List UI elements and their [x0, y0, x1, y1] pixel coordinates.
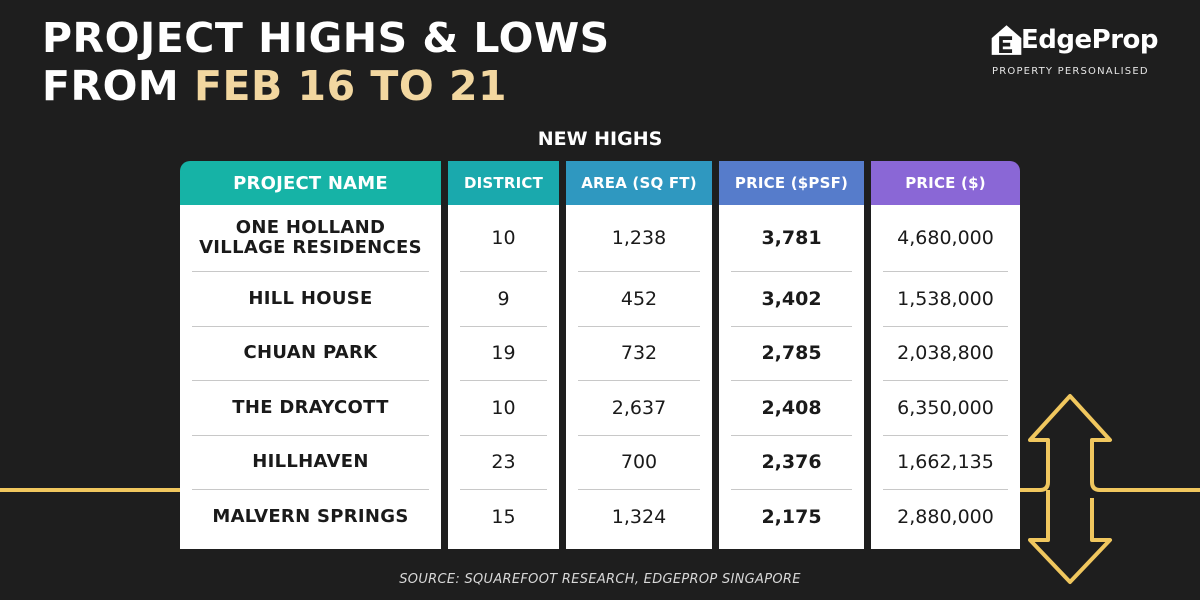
header-price-psf: PRICE ($PSF) — [719, 161, 864, 205]
up-down-arrow-icon — [1028, 490, 1112, 584]
column-price-psf: PRICE ($PSF) 3,781 3,402 2,785 2,408 2,3… — [719, 161, 864, 549]
source-note: SOURCE: SQUAREFOOT RESEARCH, EDGEPROP SI… — [399, 572, 801, 587]
project-name-cell: HILLHAVEN — [192, 436, 429, 490]
area-cell: 452 — [578, 272, 700, 327]
price-psf-cell: 3,402 — [731, 272, 852, 327]
price-cell: 6,350,000 — [883, 381, 1008, 436]
column-project-name: PROJECT NAME ONE HOLLAND VILLAGE RESIDENC… — [180, 161, 441, 549]
price-psf-cell: 2,376 — [731, 436, 852, 490]
price-psf-cell: 2,408 — [731, 381, 852, 436]
area-cell: 2,637 — [578, 381, 700, 436]
gold-line-right — [1020, 394, 1200, 492]
section-heading: NEW HIGHS — [537, 128, 663, 150]
area-cell: 1,324 — [611, 506, 667, 529]
header-area: AREA (SQ FT) — [566, 161, 712, 205]
price-psf-cell: 3,781 — [731, 205, 852, 272]
column-district: DISTRICT 10 9 19 10 23 15 — [448, 161, 559, 549]
district-cell: 10 — [460, 205, 547, 272]
project-name-cell: THE DRAYCOTT — [192, 381, 429, 436]
price-cell: 1,538,000 — [883, 272, 1008, 327]
edgeprop-logo-icon — [991, 25, 1022, 55]
price-cell: 2,038,800 — [883, 327, 1008, 381]
column-area: AREA (SQ FT) 1,238 452 732 2,637 700 1,3… — [566, 161, 712, 549]
price-cell: 1,662,135 — [883, 436, 1008, 490]
page-title: PROJECT HIGHS & LOWS FROM FEB 16 TO 21 — [42, 14, 610, 110]
column-price: PRICE ($) 4,680,000 1,538,000 2,038,800 … — [871, 161, 1020, 549]
price-cell: 4,680,000 — [883, 205, 1008, 272]
header-project-name: PROJECT NAME — [180, 161, 441, 205]
district-cell: 9 — [460, 272, 547, 327]
area-cell: 732 — [578, 327, 700, 381]
district-cell: 19 — [460, 327, 547, 381]
edgeprop-logo: EdgeProp PROPERTY PERSONALISED — [988, 20, 1158, 77]
header-price: PRICE ($) — [871, 161, 1020, 205]
district-cell: 23 — [460, 436, 547, 490]
title-line-1: PROJECT HIGHS & LOWS — [42, 14, 610, 62]
area-cell: 700 — [578, 436, 700, 490]
logo-tagline: PROPERTY PERSONALISED — [992, 66, 1149, 77]
price-psf-cell: 2,175 — [761, 506, 822, 529]
title-line-2-prefix: FROM — [42, 62, 195, 110]
district-cell: 15 — [491, 506, 516, 529]
price-psf-cell: 2,785 — [731, 327, 852, 381]
area-cell: 1,238 — [578, 205, 700, 272]
project-name-cell: ONE HOLLAND VILLAGE RESIDENCES — [192, 205, 429, 272]
project-name-cell: MALVERN SPRINGS — [212, 506, 409, 528]
logo-brand-name: EdgeProp — [1021, 25, 1158, 55]
project-name-cell: CHUAN PARK — [192, 327, 429, 381]
price-cell: 2,880,000 — [897, 506, 994, 529]
header-district: DISTRICT — [448, 161, 559, 205]
district-cell: 10 — [460, 381, 547, 436]
title-date-range: FEB 16 TO 21 — [194, 62, 508, 110]
new-highs-table: PROJECT NAME ONE HOLLAND VILLAGE RESIDENC… — [180, 161, 1020, 549]
project-name-cell: HILL HOUSE — [192, 272, 429, 327]
